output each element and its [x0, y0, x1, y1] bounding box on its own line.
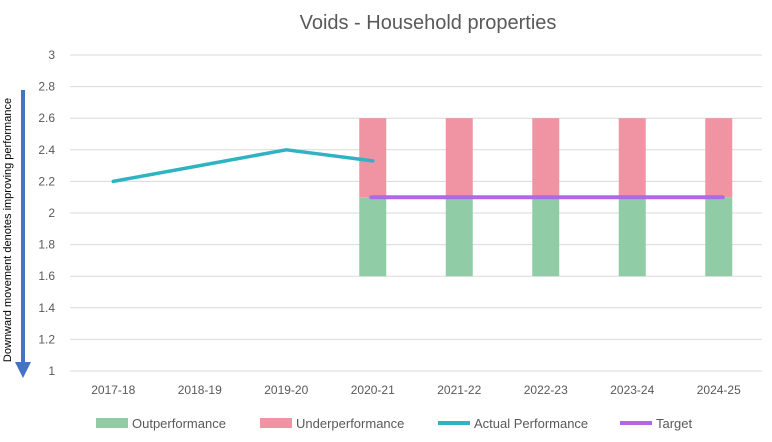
underperformance-bar: [705, 118, 733, 198]
y-axis-ticks: 1 1.2 1.4 1.6 1.8 2 2.2 2.4 2.6 2.8 3: [38, 48, 55, 378]
x-tick-label: 2020-21: [351, 383, 395, 397]
performance-bands: [359, 118, 733, 277]
legend: Outperformance Underperformance Actual Per…: [96, 416, 693, 431]
outperformance-bar: [359, 197, 387, 277]
legend-item: Target: [620, 416, 693, 431]
legend-item: Actual Performance: [438, 416, 588, 431]
y-tick-label: 1.4: [38, 301, 55, 315]
x-tick-label: 2022-23: [524, 383, 568, 397]
x-axis-ticks: 2017-18 2018-19 2019-20 2020-21 2021-22 2022-…: [91, 383, 741, 397]
legend-swatch: [96, 418, 128, 428]
legend-label: Target: [656, 416, 693, 431]
chart-title: Voids - Household properties: [300, 12, 557, 34]
underperformance-bar: [359, 118, 387, 198]
y-tick-label: 2.2: [38, 174, 55, 188]
legend-swatch: [260, 418, 292, 428]
legend-label: Underperformance: [296, 416, 404, 431]
improvement-direction-note: Downward movement denotes improving perf…: [2, 90, 31, 378]
y-tick-label: 2.6: [38, 111, 55, 125]
underperformance-bar: [618, 118, 646, 198]
x-tick-label: 2018-19: [178, 383, 222, 397]
x-tick-label: 2024-25: [697, 383, 741, 397]
x-tick-label: 2023-24: [610, 383, 654, 397]
y-tick-label: 3: [48, 48, 55, 62]
legend-label: Outperformance: [132, 416, 226, 431]
y-tick-label: 1.6: [38, 269, 55, 283]
outperformance-bar: [618, 197, 646, 277]
legend-item: Outperformance: [96, 416, 226, 431]
x-tick-label: 2021-22: [437, 383, 481, 397]
y-tick-label: 2.4: [38, 143, 55, 157]
y-tick-label: 2: [48, 206, 55, 220]
legend-item: Underperformance: [260, 416, 404, 431]
y-tick-label: 1: [48, 364, 55, 378]
x-tick-label: 2017-18: [91, 383, 135, 397]
underperformance-bar: [445, 118, 473, 198]
improvement-direction-label: Downward movement denotes improving perf…: [2, 98, 14, 362]
outperformance-bar: [445, 197, 473, 277]
legend-label: Actual Performance: [474, 416, 588, 431]
underperformance-bar: [532, 118, 560, 198]
x-tick-label: 2019-20: [264, 383, 308, 397]
y-tick-label: 2.8: [38, 80, 55, 94]
y-tick-label: 1.8: [38, 238, 55, 252]
outperformance-bar: [705, 197, 733, 277]
series-lines: [111, 148, 725, 200]
down-arrow-head-icon: [15, 362, 31, 378]
y-tick-label: 1.2: [38, 332, 55, 346]
gridlines: [70, 54, 762, 372]
outperformance-bar: [532, 197, 560, 277]
actual-performance-line: [111, 148, 375, 184]
